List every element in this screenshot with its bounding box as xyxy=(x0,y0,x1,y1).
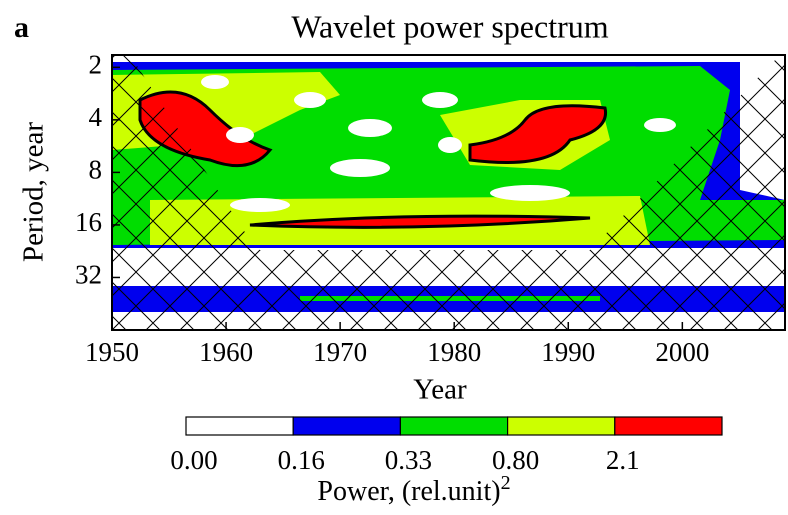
colorbar-segment xyxy=(507,416,616,436)
x-tick-label: 1970 xyxy=(313,337,367,367)
y-axis-label: Period, year xyxy=(18,122,50,262)
colorbar-segment xyxy=(399,416,509,436)
x-axis-label: Year xyxy=(413,374,467,406)
y-tick-label: 8 xyxy=(89,155,103,185)
x-tick-label: 1990 xyxy=(541,337,595,367)
colorbar-segment xyxy=(614,416,723,436)
y-tick-label: 32 xyxy=(75,260,102,290)
colorbar-tick-label: 0.80 xyxy=(492,445,539,475)
colorbar-label: Power, (rel.unit)2 xyxy=(317,472,510,508)
panel-label: a xyxy=(14,11,29,44)
x-tick-label: 1960 xyxy=(199,337,253,367)
colorbar-segment xyxy=(185,416,294,436)
x-tick-label: 1950 xyxy=(85,337,139,367)
colorbar-tick-label: 0.16 xyxy=(278,445,325,475)
colorbar-tick-label: 2.1 xyxy=(606,445,640,475)
plot-frame xyxy=(111,54,786,331)
y-tick-label: 4 xyxy=(89,102,103,132)
y-tick-label: 16 xyxy=(75,207,102,237)
colorbar-tick-label: 0.33 xyxy=(385,445,432,475)
chart-title: Wavelet power spectrum xyxy=(291,8,608,44)
x-tick-label: 1980 xyxy=(427,337,481,367)
colorbar-segment xyxy=(292,416,402,436)
contour-field xyxy=(112,55,785,330)
x-tick-label: 2000 xyxy=(655,337,709,367)
colorbar-tick-label: 0.00 xyxy=(170,445,217,475)
y-tick-label: 2 xyxy=(89,50,103,80)
